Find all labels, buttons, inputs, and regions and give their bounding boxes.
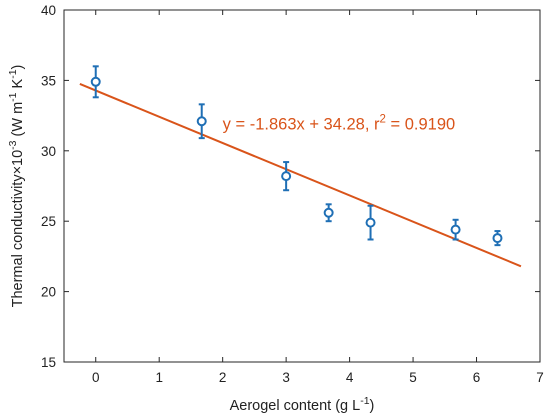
y-axis-title-sup1: -3	[7, 140, 19, 149]
y-tick-label: 30	[41, 144, 56, 159]
y-tick-label: 20	[41, 285, 56, 300]
data-point	[365, 204, 376, 241]
data-point	[323, 203, 334, 223]
x-tick-label: 7	[536, 370, 544, 385]
marker-open-circle	[281, 171, 292, 182]
y-tick-label: 25	[41, 214, 56, 229]
marker-open-circle	[90, 76, 101, 87]
x-tick-label: 6	[473, 370, 481, 385]
marker-open-circle	[196, 116, 207, 127]
x-tick-label: 0	[92, 370, 100, 385]
data-points	[90, 65, 503, 247]
axis-ticks	[64, 9, 541, 363]
x-tick-label: 5	[409, 370, 417, 385]
marker-open-circle	[450, 224, 461, 235]
plot-frame	[63, 9, 541, 363]
y-tick-label: 35	[41, 73, 56, 88]
data-point	[450, 218, 461, 241]
y-axis-title-mid: (W m	[10, 102, 26, 141]
x-tick-label: 1	[155, 370, 163, 385]
x-axis-title: Aerogel content (g L-1)	[230, 395, 375, 414]
data-point	[196, 103, 207, 140]
marker-open-circle	[492, 233, 503, 244]
x-axis-title-sup: -1	[360, 395, 369, 407]
y-axis-title-sup3: -1	[7, 69, 19, 78]
y-axis-title-base: Thermal conductivity×10	[10, 150, 26, 308]
x-tick-labels: 0 1 2 3 4 5 6 7	[92, 370, 544, 385]
x-axis-title-end: )	[370, 398, 375, 414]
data-point	[281, 161, 292, 192]
fit-equation-text: y = -1.863x + 34.28, r	[223, 116, 380, 134]
y-axis-title-end: )	[10, 65, 26, 70]
x-tick-label: 4	[346, 370, 354, 385]
fit-equation-annotation: y = -1.863x + 34.28, r2 = 0.9190	[223, 114, 456, 134]
x-tick-label: 2	[219, 370, 227, 385]
y-tick-label: 40	[41, 3, 56, 18]
fit-equation-tail: = 0.9190	[386, 116, 455, 134]
marker-open-circle	[365, 217, 376, 228]
data-point	[90, 65, 101, 99]
data-point	[492, 230, 503, 247]
fit-equation-sup: 2	[380, 114, 386, 126]
y-tick-label: 15	[41, 355, 56, 370]
marker-open-circle	[323, 207, 334, 218]
y-tick-labels: 15 20 25 30 35 40	[41, 3, 56, 370]
x-tick-label: 3	[282, 370, 290, 385]
y-axis-title: Thermal conductivity×10-3 (W m-1 K-1)	[7, 65, 26, 308]
y-axis-title-mid2: K	[10, 78, 26, 92]
fit-line	[79, 83, 522, 268]
x-axis-title-base: Aerogel content (g L	[230, 398, 361, 414]
y-axis-title-sup2: -1	[7, 92, 19, 101]
